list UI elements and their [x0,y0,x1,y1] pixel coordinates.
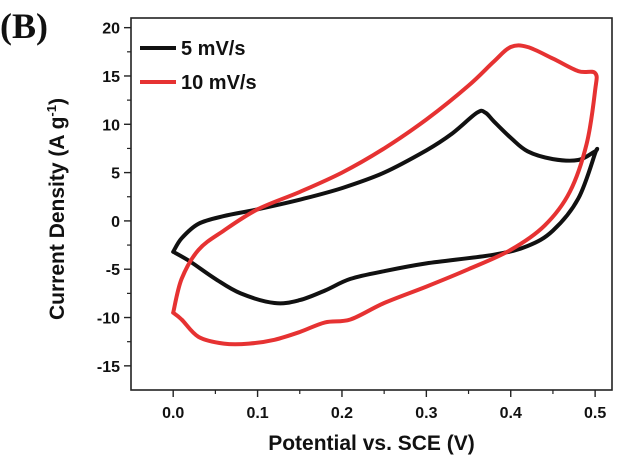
y-tick-label: 10 [102,117,120,134]
x-tick-label: 0.5 [584,405,606,422]
legend-label: 10 mV/s [181,72,257,94]
y-axis-label: Current Density (A g-1) [44,98,69,320]
y-tick-label: 0 [111,214,120,231]
y-axis-label-superscript: -1 [44,105,59,117]
y-axis-label-main: Current Density (A g [46,117,69,320]
legend-label: 5 mV/s [181,38,245,60]
x-tick-label: 0.1 [246,405,268,422]
y-tick-label: -10 [97,311,120,328]
plot-frame [130,17,613,391]
x-tick-label: 0.2 [331,405,353,422]
data-series [171,43,600,347]
x-axis-label: Potential vs. SCE (V) [268,432,475,455]
y-tick-label: 15 [102,69,120,86]
y-tick-label: 20 [102,21,120,38]
x-tick-label: 0.4 [500,405,522,422]
x-tick-label: 0.3 [415,405,437,422]
axis-tick-labels: 0.0 0.1 0.2 0.3 0.4 0.5 -15 -10 -5 0 5 10 15 20 [97,21,606,422]
y-axis-label-close: ) [46,98,69,105]
y-tick-label: -15 [97,359,120,376]
series-line-10mvs [171,43,599,347]
y-tick-label: 5 [111,166,120,183]
x-tick-label: 0.0 [162,405,184,422]
panel-label: (B) [0,6,48,46]
series-line-5mvs [171,108,600,306]
y-tick-label: -5 [106,262,120,279]
legend: 5 mV/s 10 mV/s [140,38,257,94]
axis-ticks [124,26,596,397]
